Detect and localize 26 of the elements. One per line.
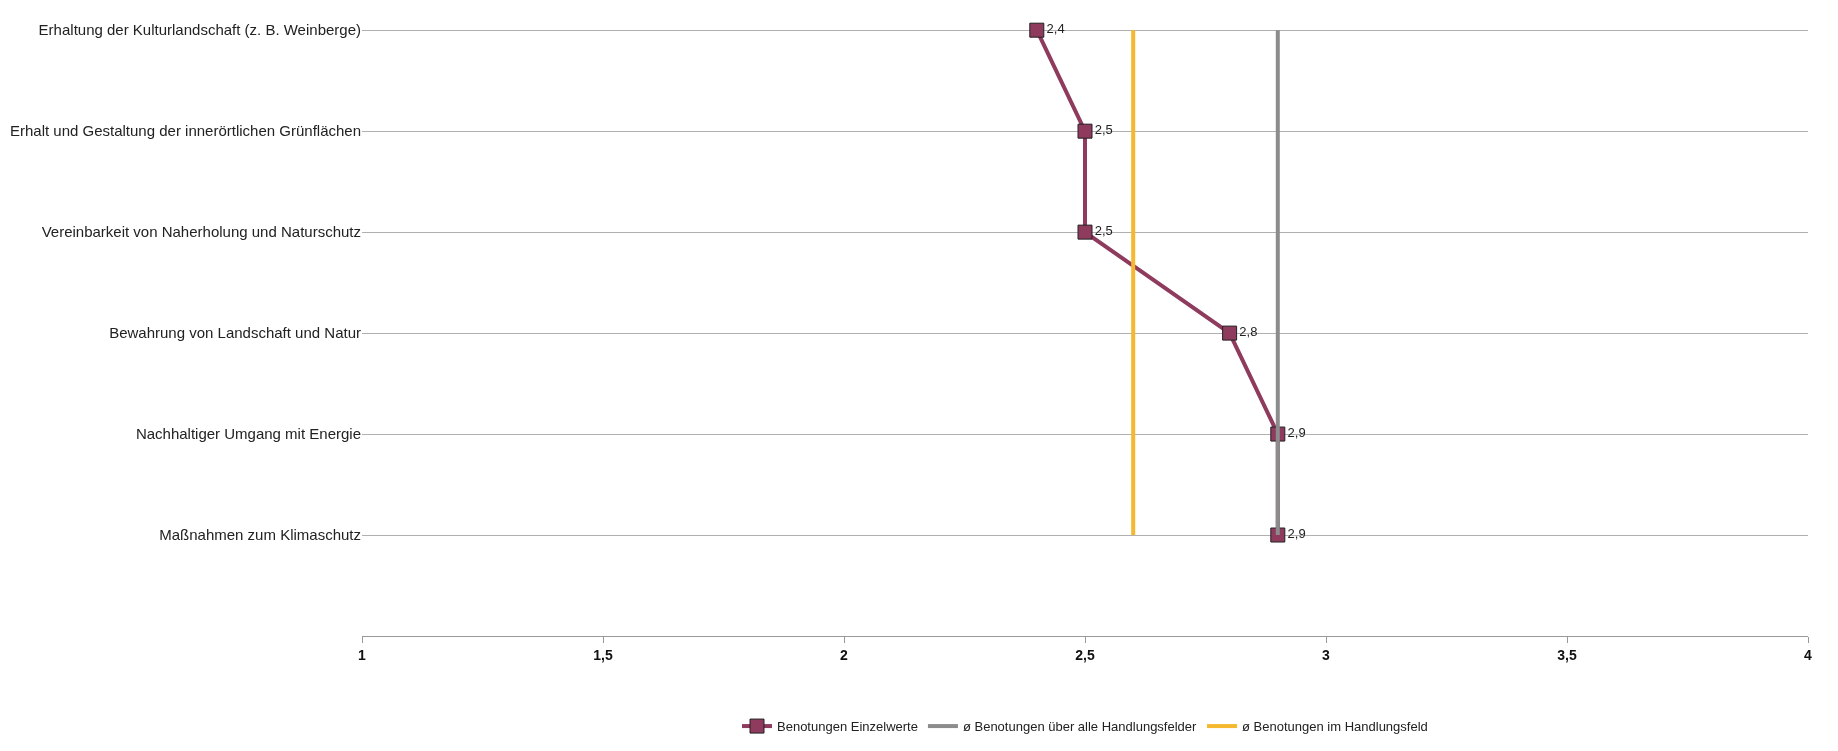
y-tick-label: Nachhaltiger Umgang mit Energie bbox=[135, 425, 361, 443]
point bbox=[1077, 224, 1093, 240]
x-tick-label: 4 bbox=[1804, 646, 1813, 663]
point bbox=[1222, 325, 1238, 341]
x-tick-label: 1,5 bbox=[593, 646, 613, 663]
x-tick-label: 2 bbox=[840, 646, 849, 663]
y-tick-label: Erhaltung der Kulturlandschaft (z. B. Weinberge) bbox=[38, 21, 361, 39]
x-tick-label: 2,5 bbox=[1075, 646, 1095, 663]
y-tick-label: Bewahrung von Landschaft und Natur bbox=[109, 324, 361, 342]
y-tick-label: Erhalt und Gestaltung der innerörtlichen Grünflächen bbox=[9, 122, 361, 140]
point bbox=[1029, 22, 1045, 38]
x-tick-label: 3 bbox=[1322, 646, 1331, 663]
x-tick-label: 3,5 bbox=[1557, 646, 1577, 663]
data-label: 2,9 bbox=[1287, 526, 1306, 542]
data-label: 2,5 bbox=[1094, 223, 1113, 239]
point bbox=[1077, 123, 1093, 139]
data-label: 2,8 bbox=[1239, 324, 1258, 340]
y-tick-label: Vereinbarkeit von Naherholung und Naturschutz bbox=[41, 223, 361, 241]
data-label: 2,5 bbox=[1094, 122, 1113, 138]
x-tick-label: 1 bbox=[358, 646, 367, 663]
legend-label: Benotungen Einzelwerte bbox=[777, 719, 918, 735]
legend-label: ø Benotungen im Handlungsfeld bbox=[1242, 719, 1428, 735]
data-label: 2,9 bbox=[1287, 425, 1306, 441]
data-label: 2,4 bbox=[1046, 21, 1065, 37]
y-tick-label: Maßnahmen zum Klimaschutz bbox=[159, 526, 361, 544]
legend-label: ø Benotungen über alle Handlungsfelder bbox=[962, 719, 1198, 735]
